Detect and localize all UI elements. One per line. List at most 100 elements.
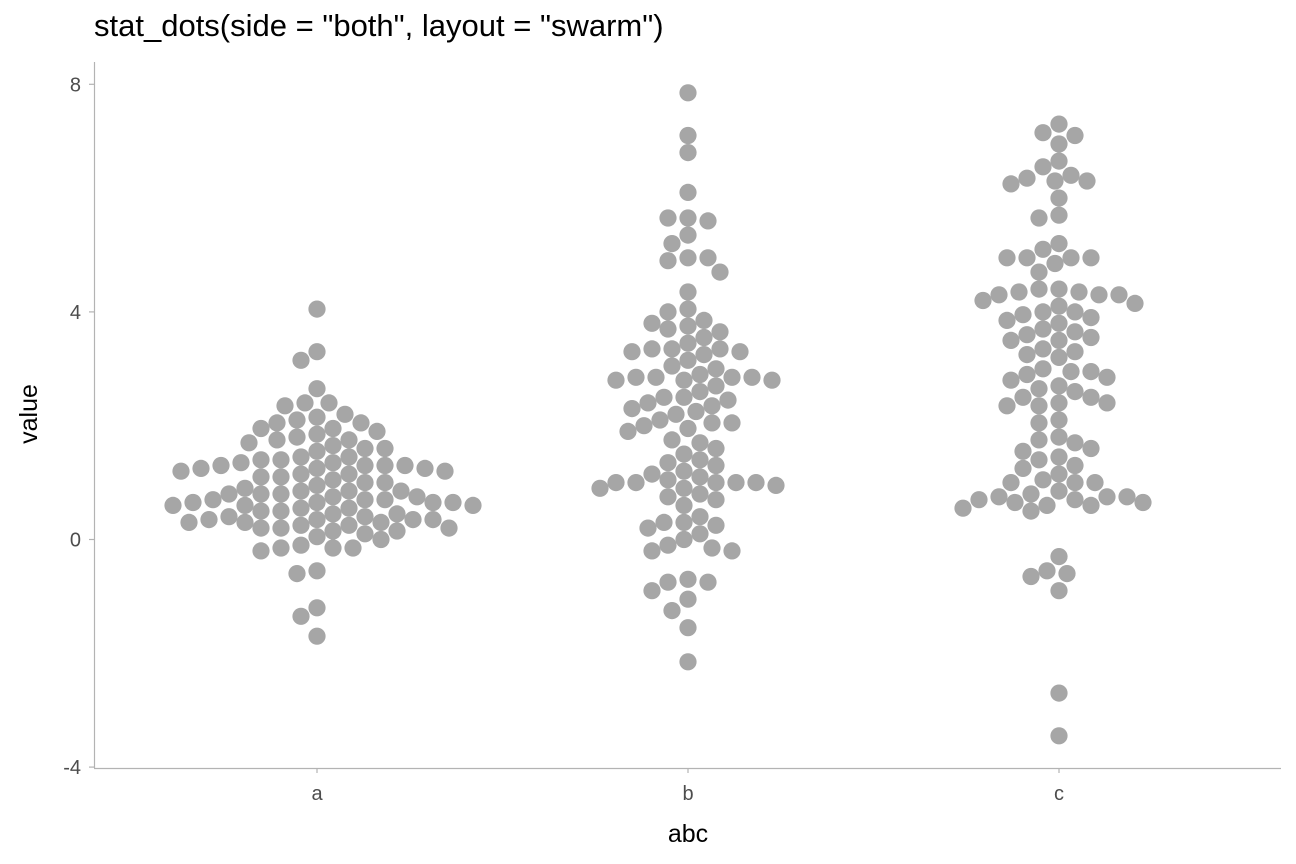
dot-b bbox=[719, 391, 737, 409]
dot-c bbox=[1110, 286, 1128, 304]
dot-c bbox=[1030, 431, 1048, 449]
dot-a bbox=[288, 428, 306, 446]
dot-a bbox=[324, 471, 342, 489]
dot-a bbox=[376, 474, 394, 492]
dot-a bbox=[352, 414, 370, 432]
dot-c bbox=[1066, 456, 1084, 475]
dot-b bbox=[659, 573, 677, 591]
dot-b bbox=[623, 400, 641, 418]
dot-a bbox=[308, 300, 326, 318]
dot-c bbox=[1046, 254, 1064, 273]
dot-b bbox=[663, 602, 681, 620]
dot-b bbox=[643, 542, 661, 560]
dot-c bbox=[1050, 448, 1068, 466]
dot-a bbox=[292, 536, 310, 554]
dot-b bbox=[643, 465, 661, 483]
dot-b bbox=[723, 414, 741, 432]
dot-c bbox=[1062, 363, 1080, 381]
y-tick-label: -4 bbox=[63, 757, 81, 779]
dot-b bbox=[679, 226, 697, 244]
dot-b bbox=[655, 388, 673, 406]
dot-c bbox=[1086, 474, 1104, 492]
dot-c bbox=[1066, 474, 1084, 492]
dot-b bbox=[763, 371, 781, 389]
y-axis-title: value bbox=[15, 384, 43, 444]
dot-b bbox=[743, 368, 761, 386]
dot-a bbox=[252, 519, 270, 537]
dot-a bbox=[324, 419, 342, 438]
dot-a bbox=[324, 454, 342, 472]
dot-c bbox=[1030, 451, 1048, 469]
dot-a bbox=[204, 491, 222, 509]
dot-c bbox=[1134, 493, 1152, 512]
dot-b bbox=[691, 365, 709, 384]
dot-b bbox=[663, 431, 681, 449]
dot-c bbox=[1050, 465, 1068, 483]
dot-b bbox=[651, 411, 669, 429]
dot-a bbox=[356, 439, 374, 458]
dot-b bbox=[699, 212, 717, 230]
dot-b bbox=[703, 414, 721, 432]
dot-c bbox=[1050, 135, 1068, 153]
dot-c bbox=[1050, 411, 1068, 429]
dot-c bbox=[1066, 343, 1084, 361]
dot-b bbox=[727, 474, 745, 492]
dot-b bbox=[635, 417, 653, 435]
dot-b bbox=[679, 144, 697, 162]
dot-a bbox=[252, 451, 270, 469]
dot-c bbox=[1098, 368, 1116, 386]
x-tick-label: a bbox=[311, 783, 323, 805]
dot-b bbox=[659, 209, 677, 227]
dot-c bbox=[1034, 303, 1052, 321]
dot-c bbox=[1062, 166, 1080, 184]
dot-a bbox=[356, 456, 374, 475]
dot-a bbox=[340, 516, 358, 534]
dot-b bbox=[659, 303, 677, 321]
dot-a bbox=[164, 496, 182, 514]
dot-a bbox=[444, 493, 462, 512]
dot-c bbox=[1046, 172, 1064, 190]
dot-b bbox=[723, 542, 741, 560]
dot-c bbox=[1082, 309, 1100, 327]
dot-a bbox=[268, 431, 286, 449]
dot-a bbox=[236, 479, 254, 497]
dot-a bbox=[356, 525, 374, 543]
dot-b bbox=[695, 311, 713, 329]
dot-a bbox=[236, 513, 254, 532]
dot-a bbox=[308, 408, 326, 426]
dot-b bbox=[627, 474, 645, 492]
dot-c bbox=[1014, 459, 1032, 477]
dot-a bbox=[200, 510, 218, 529]
dot-c bbox=[1002, 371, 1020, 389]
dot-b bbox=[675, 513, 693, 532]
dot-a bbox=[440, 519, 458, 537]
dot-b bbox=[643, 582, 661, 600]
dot-a bbox=[308, 459, 326, 477]
dot-a bbox=[404, 510, 422, 529]
dot-c bbox=[1066, 303, 1084, 321]
dot-a bbox=[252, 419, 270, 438]
dot-c bbox=[970, 491, 988, 509]
dot-b bbox=[731, 343, 749, 361]
dot-b bbox=[711, 323, 729, 341]
y-axis-ticks: -4 0 4 8 bbox=[63, 74, 94, 779]
x-tick-label: c bbox=[1054, 783, 1064, 805]
dot-b bbox=[679, 570, 697, 588]
dot-a bbox=[464, 496, 482, 514]
dot-c bbox=[1034, 471, 1052, 489]
dot-a bbox=[336, 405, 354, 423]
dot-b bbox=[619, 422, 637, 440]
dot-b bbox=[679, 351, 697, 369]
dot-b bbox=[675, 496, 693, 514]
dot-c bbox=[1050, 115, 1068, 133]
dot-c bbox=[1050, 684, 1068, 702]
dot-b bbox=[659, 536, 677, 554]
dot-b bbox=[679, 590, 697, 608]
dot-a bbox=[272, 539, 290, 557]
dot-a bbox=[308, 380, 326, 398]
dot-c bbox=[1030, 397, 1048, 415]
dot-b bbox=[723, 368, 741, 386]
dot-a bbox=[308, 627, 326, 645]
dot-c bbox=[1014, 388, 1032, 406]
dot-b bbox=[679, 653, 697, 671]
